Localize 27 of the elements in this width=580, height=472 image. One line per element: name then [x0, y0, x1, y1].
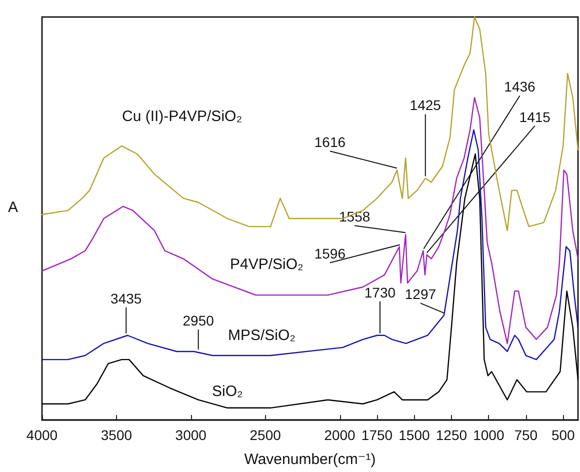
annotation: 1730	[364, 284, 396, 300]
x-tick-label: 3000	[175, 427, 207, 443]
annotation: 1425	[410, 97, 442, 114]
series-label: Cu (II)-P4VP/SiO₂	[122, 108, 242, 125]
x-tick-label: 3500	[100, 427, 132, 443]
x-tick-label: 500	[551, 427, 576, 443]
x-tick-label: 1000	[473, 427, 504, 443]
x-tick-label: 2000	[324, 427, 356, 443]
x-tick-label: 750	[514, 427, 538, 443]
x-tick-label: 2500	[250, 427, 282, 443]
series-label: MPS/SiO₂	[228, 327, 296, 344]
annotation: 1415	[519, 108, 551, 125]
annotation: 1596	[314, 246, 346, 262]
x-tick-label: 4000	[26, 427, 58, 443]
y-axis-title: A	[8, 199, 18, 216]
annotation: 1297	[404, 286, 436, 302]
series-label: SiO₂	[212, 383, 244, 400]
x-tick-label: 1500	[398, 427, 430, 443]
x-axis-title: Wavenumber(cm⁻¹)	[244, 451, 376, 468]
x-tick-label: 1750	[361, 427, 393, 443]
annotation: 1436	[504, 78, 536, 95]
annotation: 1558	[339, 208, 370, 225]
series-label: P4VP/SiO₂	[230, 256, 304, 273]
x-tick-label: 1250	[436, 427, 468, 443]
annotation: 1616	[314, 134, 346, 150]
annotation: 2950	[182, 312, 214, 328]
annotation: 3435	[110, 290, 142, 306]
